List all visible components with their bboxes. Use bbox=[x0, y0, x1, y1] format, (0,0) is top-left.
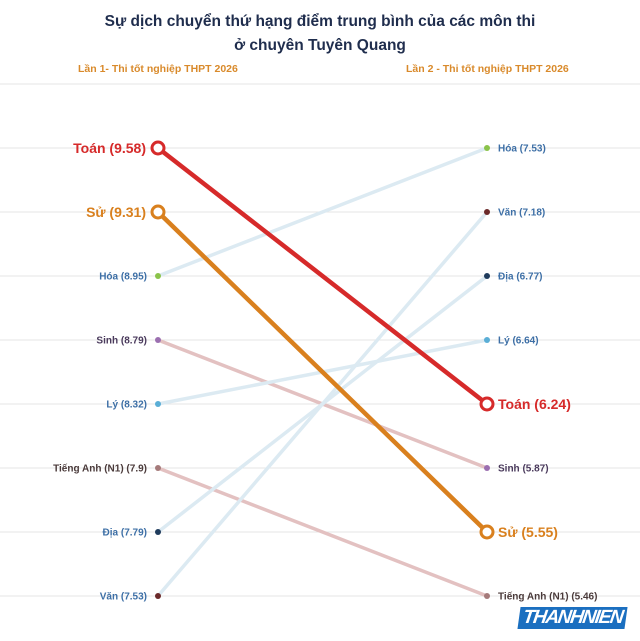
label-right-tieng-anh-n1: Tiếng Anh (N1) (5.46) bbox=[498, 591, 597, 603]
label-left-ly: Lý (8.32) bbox=[106, 400, 147, 411]
label-right-hoa: Hóa (7.53) bbox=[498, 144, 546, 155]
point-right-sinh bbox=[484, 465, 490, 471]
point-right-su bbox=[479, 524, 495, 540]
point-left-toan bbox=[150, 140, 166, 156]
label-left-hoa: Hóa (8.95) bbox=[99, 272, 147, 283]
point-right-tieng-anh-n1 bbox=[484, 593, 490, 599]
point-right-van bbox=[484, 209, 490, 215]
label-right-su: Sử (5.55) bbox=[498, 524, 558, 540]
label-left-sinh: Sinh (8.79) bbox=[96, 336, 147, 347]
series-line-van bbox=[156, 210, 489, 598]
point-left-ly bbox=[155, 401, 161, 407]
point-left-tieng-anh-n1 bbox=[155, 465, 161, 471]
label-left-tieng-anh-n1: Tiếng Anh (N1) (7.9) bbox=[53, 463, 147, 475]
chart-title-line1: Sự dịch chuyển thứ hạng điểm trung bình … bbox=[104, 13, 536, 30]
point-left-su bbox=[150, 204, 166, 220]
label-right-ly: Lý (6.64) bbox=[498, 336, 539, 347]
series-line-toan bbox=[155, 145, 490, 407]
label-right-toan: Toán (6.24) bbox=[498, 396, 571, 412]
left-column-label: Lần 1- Thi tốt nghiệp THPT 2026 bbox=[78, 63, 238, 75]
point-left-sinh bbox=[155, 337, 161, 343]
point-right-hoa bbox=[484, 145, 490, 151]
label-left-van: Văn (7.53) bbox=[100, 592, 147, 603]
brand-logo: THANHNIEN bbox=[517, 607, 628, 629]
label-right-sinh: Sinh (5.87) bbox=[498, 464, 549, 475]
chart-title: Sự dịch chuyển thứ hạng điểm trung bình … bbox=[0, 10, 640, 58]
right-column-label: Lần 2 - Thi tốt nghiệp THPT 2026 bbox=[406, 63, 569, 75]
label-left-toan: Toán (9.58) bbox=[73, 140, 146, 156]
point-left-van bbox=[155, 593, 161, 599]
series-line-hoa bbox=[156, 146, 489, 278]
series-line-su bbox=[155, 209, 490, 535]
label-right-dia: Địa (6.77) bbox=[498, 272, 542, 283]
point-right-dia bbox=[484, 273, 490, 279]
point-right-toan bbox=[479, 396, 495, 412]
chart-title-line2: ở chuyên Tuyên Quang bbox=[234, 37, 406, 54]
label-right-van: Văn (7.18) bbox=[498, 208, 545, 219]
point-left-hoa bbox=[155, 273, 161, 279]
label-left-dia: Địa (7.79) bbox=[103, 528, 147, 539]
label-left-su: Sử (9.31) bbox=[86, 204, 146, 220]
point-right-ly bbox=[484, 337, 490, 343]
point-left-dia bbox=[155, 529, 161, 535]
